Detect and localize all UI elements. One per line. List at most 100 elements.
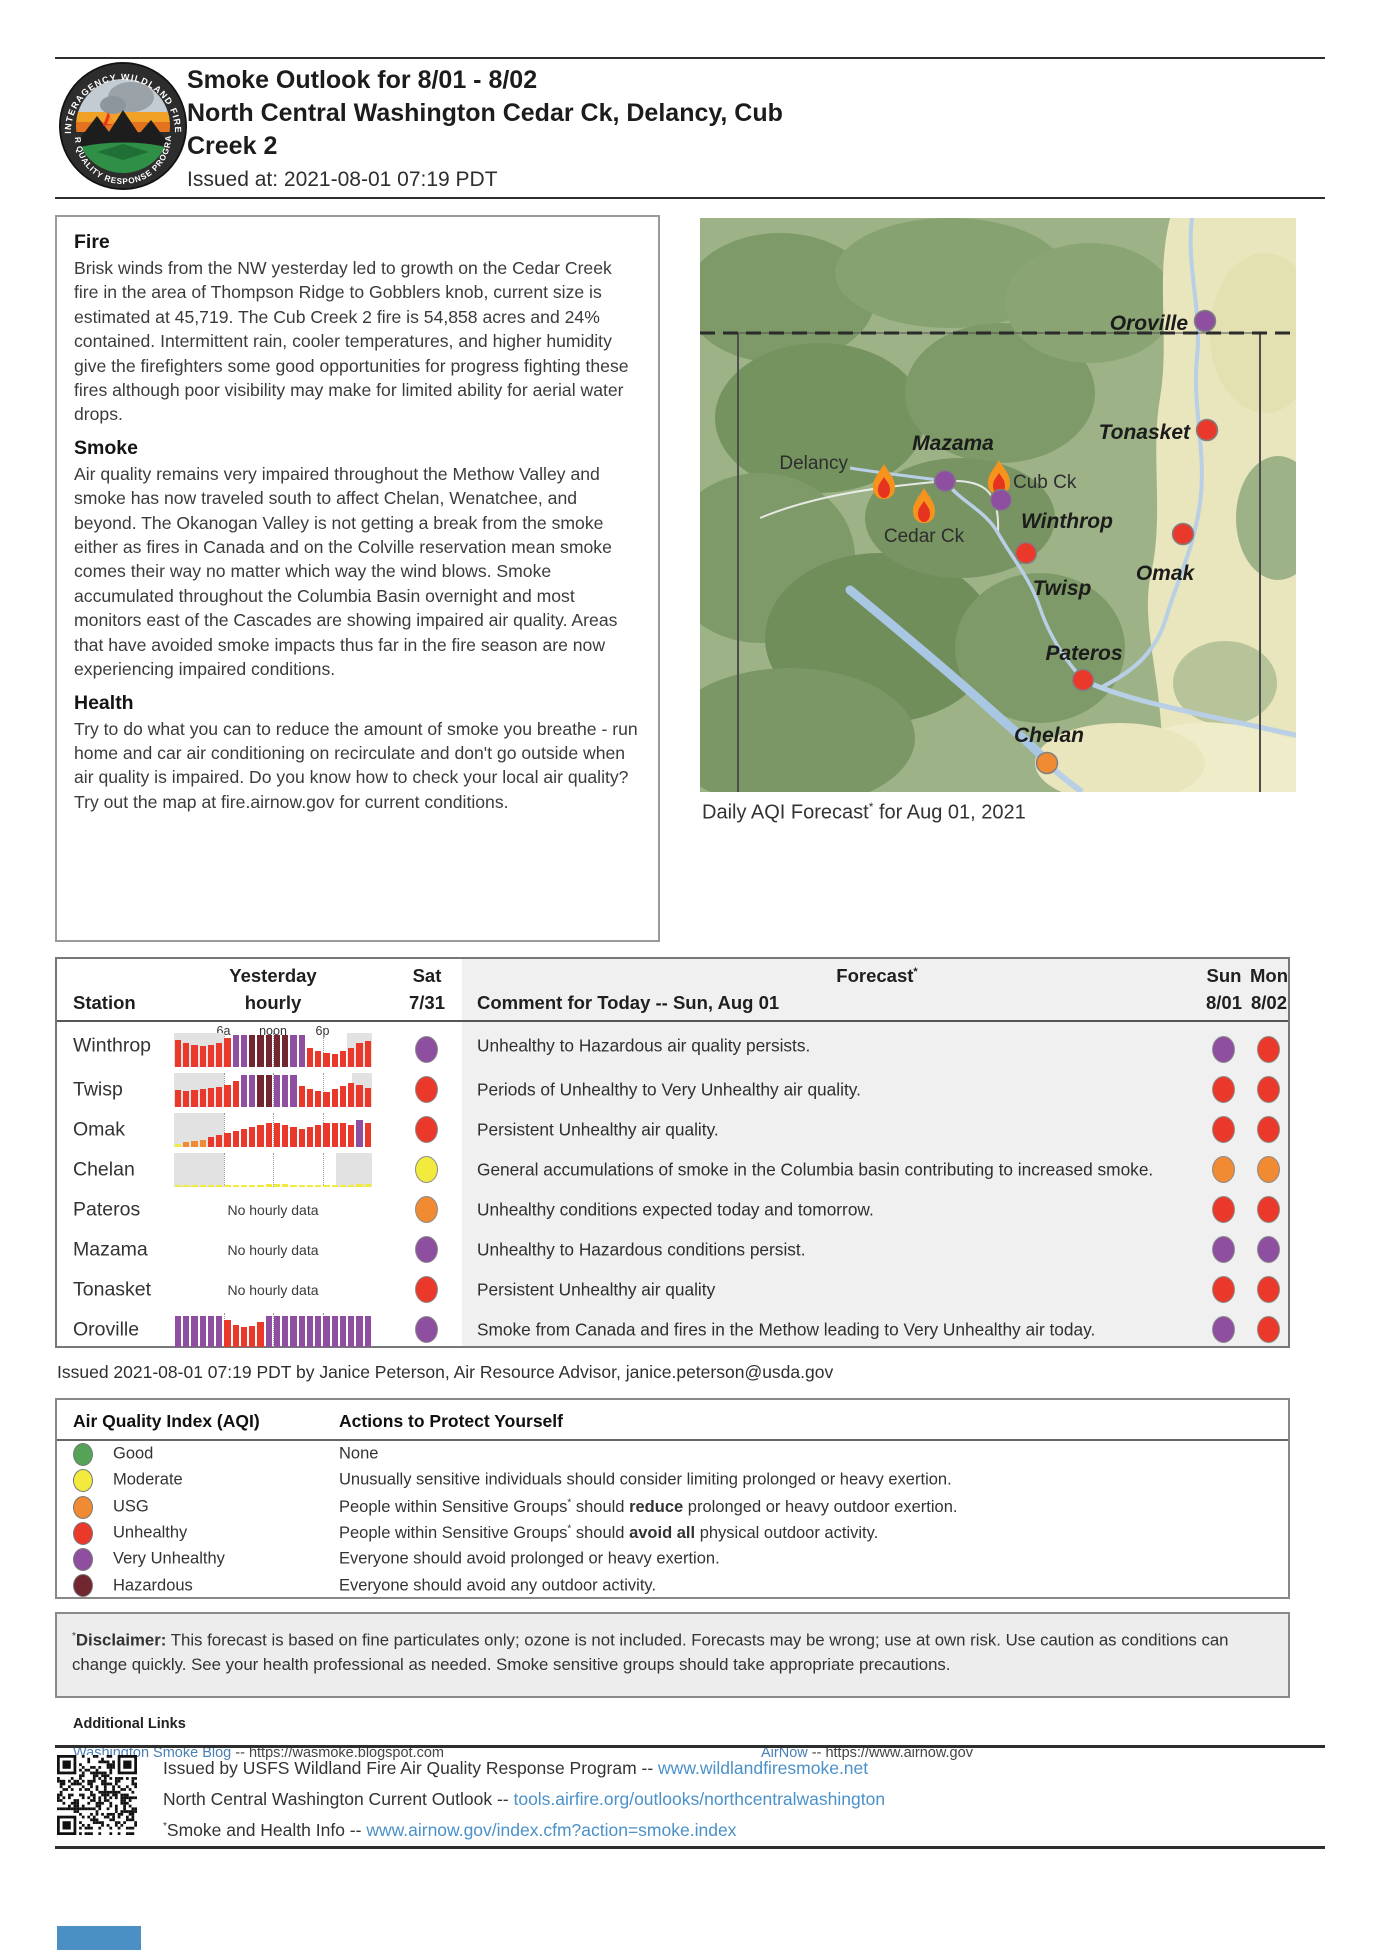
red-aqi-dot bbox=[73, 1521, 93, 1545]
legend-col1-header: Air Quality Index (AQI) bbox=[73, 1411, 260, 1431]
aqi-level-label: Moderate bbox=[113, 1470, 183, 1489]
maroon-aqi-dot bbox=[73, 1574, 93, 1598]
report-header: Smoke Outlook for 8/01 - 8/02 North Cent… bbox=[187, 64, 817, 196]
legend-row: Hazardous Everyone should avoid any outdo… bbox=[57, 1572, 1288, 1598]
issued-at: Issued at: 2021-08-01 07:19 PDT bbox=[187, 168, 498, 191]
sat-aqi-dot bbox=[415, 1276, 438, 1303]
health-body: Try to do what you can to reduce the amo… bbox=[74, 718, 638, 812]
methow-river bbox=[943, 479, 1085, 682]
wildland-fire-aqrp-logo: INTERAGENCY WILDLAND FIRE AIR QUALITY RE… bbox=[57, 60, 187, 190]
city-label: Twisp bbox=[1033, 577, 1092, 600]
aqi-action-text: Everyone should avoid any outdoor activi… bbox=[339, 1576, 657, 1595]
hourly-aqi-chart bbox=[174, 1113, 372, 1147]
sun-aqi-dot bbox=[1212, 1116, 1235, 1143]
purple-aqi-dot bbox=[73, 1548, 93, 1572]
legend-row: Good None bbox=[57, 1441, 1288, 1467]
smoke-health-info-link[interactable]: www.airnow.gov/index.cfm?action=smoke.in… bbox=[366, 1820, 737, 1840]
footer-top-rule bbox=[55, 1745, 1325, 1748]
forecast-comment: Periods of Unhealthy to Very Unhealthy a… bbox=[477, 1079, 861, 1100]
col-sun: Sun bbox=[1206, 965, 1242, 986]
station-row: Chelan General accumulations of smoke in … bbox=[57, 1150, 1288, 1190]
sat-aqi-dot bbox=[415, 1316, 438, 1343]
station-rows: Winthrop 6a noon 6p Unhealthy to Hazardous a… bbox=[57, 1022, 1288, 1350]
table-header-separator bbox=[57, 1020, 1288, 1022]
mon-aqi-dot bbox=[1257, 1036, 1280, 1063]
page-title: Smoke Outlook for 8/01 - 8/02 bbox=[187, 66, 538, 94]
no-hourly-data-label: No hourly data bbox=[227, 1282, 319, 1298]
col-hourly: hourly bbox=[244, 992, 302, 1013]
map-caption: Daily AQI Forecast* for Aug 01, 2021 bbox=[702, 800, 1026, 824]
additional-links-heading: Additional Links bbox=[73, 1716, 186, 1732]
forecast-comment: Unhealthy to Hazardous conditions persis… bbox=[477, 1239, 806, 1260]
mon-aqi-dot bbox=[1257, 1276, 1280, 1303]
mon-aqi-dot bbox=[1257, 1196, 1280, 1223]
city-label: Oroville bbox=[1110, 312, 1189, 335]
aqi-level-label: Unhealthy bbox=[113, 1523, 188, 1542]
yellow-aqi-dot bbox=[73, 1469, 93, 1493]
sat-aqi-dot bbox=[415, 1236, 438, 1263]
col-sat: Sat bbox=[412, 965, 442, 986]
fire-body: Brisk winds from the NW yesterday led to… bbox=[74, 258, 629, 425]
no-hourly-data-label: No hourly data bbox=[227, 1242, 319, 1258]
city-aqi-dot bbox=[1195, 418, 1219, 442]
city-label: Pateros bbox=[1045, 642, 1122, 665]
mon-aqi-dot bbox=[1257, 1116, 1280, 1143]
sun-aqi-dot bbox=[1212, 1236, 1235, 1263]
footer-line-2: North Central Washington Current Outlook… bbox=[163, 1789, 886, 1809]
aqi-level-label: Very Unhealthy bbox=[113, 1549, 225, 1568]
station-row: Winthrop 6a noon 6p Unhealthy to Hazardous a… bbox=[57, 1022, 1288, 1070]
legend-row: Moderate Unusually sensitive individuals … bbox=[57, 1467, 1288, 1493]
city-aqi-dot bbox=[1035, 751, 1059, 775]
city-label: Mazama bbox=[912, 432, 994, 455]
footer-bottom-rule bbox=[55, 1846, 1325, 1849]
forecast-table: Yesterday Sat Forecast* Sun Mon Station … bbox=[55, 957, 1290, 1348]
station-row: Tonasket No hourly data Persistent Unhealt… bbox=[57, 1270, 1288, 1310]
city-label: Tonasket bbox=[1099, 421, 1191, 444]
station-name: Twisp bbox=[73, 1078, 123, 1101]
green-aqi-dot bbox=[73, 1443, 93, 1466]
airnow-link[interactable]: AirNow bbox=[761, 1745, 808, 1761]
hourly-aqi-chart bbox=[174, 1153, 372, 1187]
forecast-comment: Persistent Unhealthy air quality bbox=[477, 1279, 716, 1300]
city-label: Winthrop bbox=[1021, 510, 1113, 533]
sat-aqi-dot bbox=[415, 1156, 438, 1183]
page-subtitle: North Central Washington Cedar Ck, Delan… bbox=[187, 99, 783, 160]
station-name: Mazama bbox=[73, 1238, 148, 1261]
bottom-blue-bar bbox=[57, 1926, 141, 1950]
station-name: Chelan bbox=[73, 1158, 135, 1181]
wildlandfiresmoke-link[interactable]: www.wildlandfiresmoke.net bbox=[658, 1758, 869, 1778]
forecast-comment: Unhealthy conditions expected today and … bbox=[477, 1199, 874, 1220]
orange-aqi-dot bbox=[73, 1495, 93, 1519]
station-row: Mazama No hourly data Unhealthy to Hazardo… bbox=[57, 1230, 1288, 1270]
fire-label: Delancy bbox=[779, 453, 848, 474]
mon-aqi-dot bbox=[1257, 1236, 1280, 1263]
aqi-legend: Air Quality Index (AQI) Actions to Prote… bbox=[55, 1398, 1290, 1599]
smoke-body: Air quality remains very impaired throug… bbox=[74, 463, 618, 680]
legend-row: Unhealthy People within Sensitive Groups*… bbox=[57, 1520, 1288, 1546]
current-outlook-link[interactable]: tools.airfire.org/outlooks/northcentralw… bbox=[513, 1789, 886, 1809]
city-aqi-dot bbox=[933, 469, 957, 493]
aqi-level-label: Good bbox=[113, 1444, 154, 1463]
hour-axis-labels: 6a noon 6p bbox=[216, 1024, 330, 1038]
additional-links: Additional Links Washington Smoke Blog -… bbox=[73, 1716, 1293, 1763]
aqi-action-text: None bbox=[339, 1444, 379, 1463]
forecast-comment: Persistent Unhealthy air quality. bbox=[477, 1119, 719, 1140]
link-airnow: AirNow -- https://www.airnow.gov bbox=[761, 1745, 973, 1761]
mon-aqi-dot bbox=[1257, 1156, 1280, 1183]
col-sun-date: 8/01 bbox=[1205, 992, 1242, 1013]
link-wa-smoke-blog: Washington Smoke Blog -- https://wasmoke… bbox=[73, 1745, 445, 1761]
city-aqi-dot bbox=[1193, 309, 1217, 333]
aqi-action-text: People within Sensitive Groups* should r… bbox=[339, 1496, 958, 1516]
city-aqi-dot bbox=[1171, 522, 1195, 546]
sun-aqi-dot bbox=[1212, 1156, 1235, 1183]
legend-col2-header: Actions to Protect Yourself bbox=[339, 1411, 563, 1431]
city-label: Omak bbox=[1136, 562, 1196, 585]
forecast-comment: Unhealthy to Hazardous air quality persi… bbox=[477, 1035, 811, 1056]
col-forecast: Forecast* bbox=[836, 965, 918, 986]
hourly-aqi-chart bbox=[174, 1073, 372, 1107]
aqi-forecast-map: Delancy Cub Ck Cedar Ck Oroville Tonasket Maz… bbox=[700, 218, 1296, 792]
hourly-aqi-chart bbox=[174, 1313, 372, 1347]
legend-row: Very Unhealthy Everyone should avoid prol… bbox=[57, 1546, 1288, 1572]
sun-aqi-dot bbox=[1212, 1196, 1235, 1223]
